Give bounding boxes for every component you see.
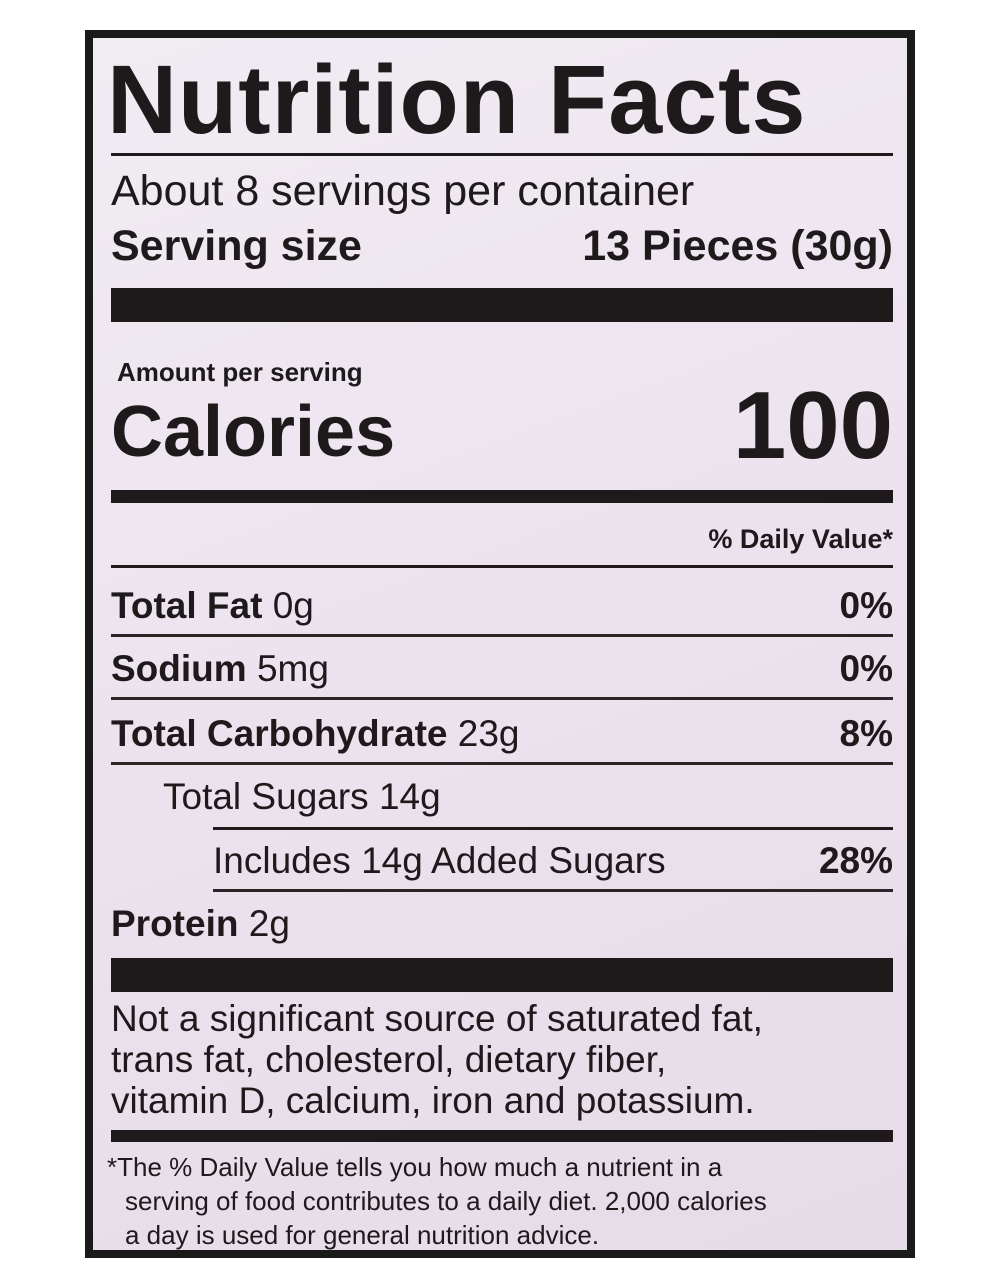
divider <box>213 827 893 830</box>
thick-divider <box>111 288 893 322</box>
text-line: trans fat, cholesterol, dietary fiber, <box>111 1039 667 1080</box>
thick-divider <box>111 958 893 992</box>
nutrient-dv: 28% <box>818 840 893 881</box>
nutrient-name: Total Carbohydrate <box>111 713 448 754</box>
serving-size-value: 13 Pieces (30g) <box>582 222 893 270</box>
divider <box>111 565 893 568</box>
calories-label: Calories <box>111 392 396 472</box>
amount-per-serving: Amount per serving <box>117 357 363 387</box>
nutrient-row: Protein 2g <box>111 896 893 952</box>
nutrient-row: Sodium 5mg 0% <box>111 641 893 700</box>
nutrient-dv: 8% <box>839 713 893 754</box>
nutrient-dv: 0% <box>839 648 893 689</box>
servings: About 8 servings per container <box>111 167 695 215</box>
nutrient-amount: 0g <box>272 585 314 626</box>
nutrient-row: Total Fat 0g 0% <box>111 578 893 637</box>
medium-divider <box>111 1130 893 1142</box>
text-line: vitamin D, calcium, iron and potassium. <box>111 1080 755 1121</box>
nutrient-name: Sodium <box>111 648 247 689</box>
medium-divider <box>111 490 893 503</box>
nutrient-amount: 14g <box>378 776 441 817</box>
nutrient-amount: 23g <box>457 713 520 754</box>
title: Nutrition Facts <box>107 45 807 154</box>
nutrient-dv: 0% <box>839 585 893 626</box>
footnote: *The % Daily Value tells you how much a … <box>107 1150 767 1252</box>
serving-size-label: Serving size <box>111 222 362 270</box>
divider <box>111 153 893 156</box>
text-line: a day is used for general nutrition advi… <box>125 1220 600 1250</box>
nutrient-row: Includes 14g Added Sugars 28% <box>213 833 893 892</box>
not-significant: Not a significant source of saturated fa… <box>111 998 763 1121</box>
nutrient-name: Protein <box>111 903 239 944</box>
daily-value-header: % Daily Value* <box>708 524 893 554</box>
nutrient-name: Total Sugars <box>163 776 369 817</box>
text-line: Not a significant source of saturated fa… <box>111 998 763 1039</box>
nutrient-name: Includes 14g Added Sugars <box>213 840 666 881</box>
calories-value: 100 <box>732 372 893 479</box>
text-line: serving of food contributes to a daily d… <box>125 1186 767 1216</box>
nutrition-label: Nutrition Facts About 8 servings per con… <box>85 30 915 1258</box>
nutrient-row: Total Sugars 14g <box>163 769 893 825</box>
nutrient-row: Total Carbohydrate 23g 8% <box>111 706 893 765</box>
nutrient-amount: 2g <box>248 903 290 944</box>
serving-size: Serving size 13 Pieces (30g) <box>111 221 893 271</box>
nutrient-amount: 5mg <box>256 648 329 689</box>
text-line: *The % Daily Value tells you how much a … <box>107 1152 723 1182</box>
nutrient-name: Total Fat <box>111 585 263 626</box>
